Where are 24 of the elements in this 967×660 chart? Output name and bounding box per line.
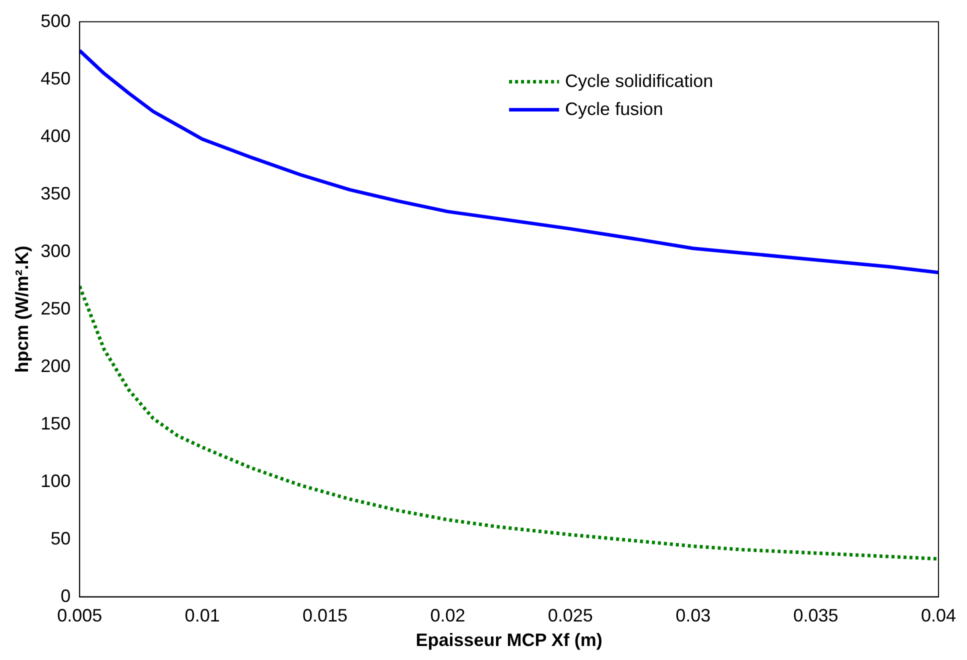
x-tick-label: 0.015 [302,606,348,626]
x-axis-title: Epaisseur MCP Xf (m) [416,630,602,650]
y-tick-label: 500 [40,10,71,31]
y-tick-label: 400 [40,126,71,146]
y-tick-label: 100 [40,470,71,491]
y-tick-label: 450 [40,68,71,88]
x-tick-label: 0.025 [548,606,593,626]
y-tick-label: 350 [40,183,71,204]
x-tick-label: 0.04 [920,606,956,626]
x-tick-label: 0.005 [57,606,102,626]
y-tick-label: 50 [50,528,71,548]
legend-label: Cycle solidification [565,70,714,91]
x-tick-label: 0.01 [184,606,220,626]
y-tick-label: 200 [40,356,71,376]
line-series [80,284,938,561]
y-tick-label: 150 [40,413,71,434]
x-tick-label: 0.02 [430,606,466,626]
y-tick-label: 300 [40,240,71,261]
x-tick-label: 0.035 [793,606,838,626]
y-tick-label: 250 [40,298,71,318]
legend-label: Cycle fusion [565,98,664,119]
x-tick-label: 0.03 [676,606,711,626]
y-axis-title: hpcm (W/m².K) [12,246,32,373]
y-tick-label: 0 [60,586,71,606]
